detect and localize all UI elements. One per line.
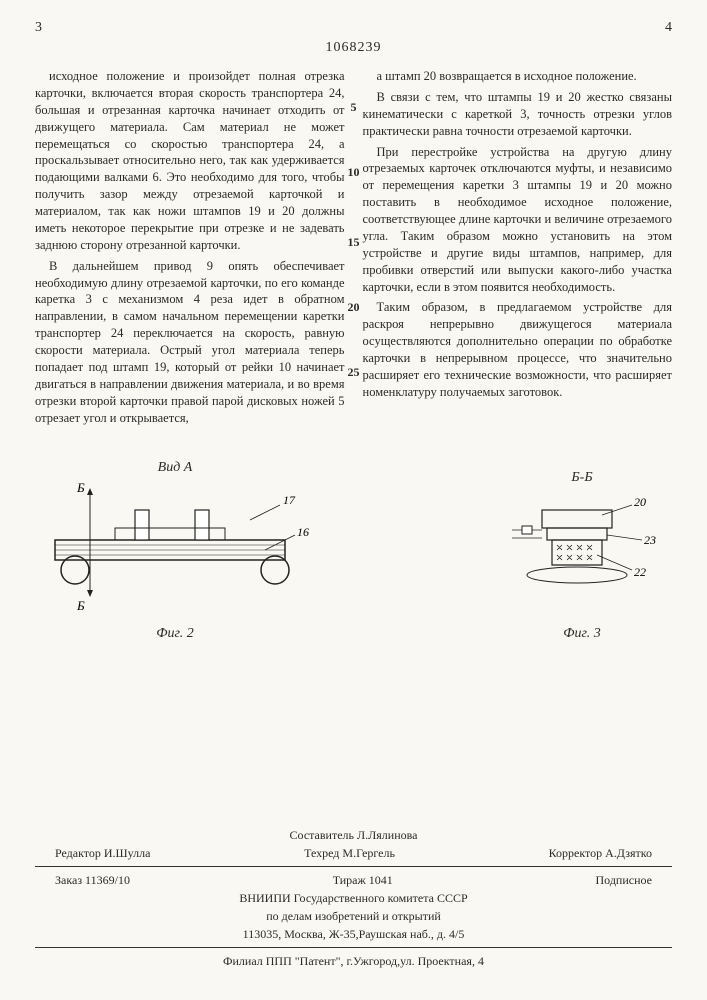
line-marker-25: 25 [348,365,360,380]
fig2-ref-16: 16 [297,525,309,539]
fig2-ref-17: 17 [283,493,296,507]
col1-p1: исходное положение и произойдет полная о… [35,68,345,254]
fig3-ref-20: 20 [634,495,646,509]
column-left: исходное положение и произойдет полная о… [35,68,345,430]
imprint-block: Составитель Л.Лялинова Редактор И.Шулла … [35,826,672,970]
subscription: Подписное [596,871,653,889]
col2-p3: При перестройке устройства на другую дли… [363,144,673,296]
figure-3: Б-Б 20 23 22 Фиг. 3 [492,470,672,642]
page-right: 4 [665,20,672,36]
fig2-label: Фиг. 2 [35,626,315,642]
fig3-label: Фиг. 3 [492,626,672,642]
branch-line: Филиал ППП "Патент", г.Ужгород,ул. Проек… [35,952,672,970]
page-left: 3 [35,20,42,36]
fig3-ref-22: 22 [634,565,646,579]
corrector: Корректор А.Дзятко [549,844,652,862]
figures-row: Вид А Б Б 17 16 Фиг. 2 [35,460,672,642]
fig2-drawing: Б Б 17 16 [35,480,315,620]
fig3-section-label: Б-Б [492,470,672,486]
tech-editor: Техред М.Гергель [304,844,395,862]
address-1: 113035, Москва, Ж-35,Раушская наб., д. 4… [35,925,672,943]
figure-2: Вид А Б Б 17 16 Фиг. 2 [35,460,315,642]
line-marker-5: 5 [351,100,357,115]
col2-p1: а штамп 20 возвращается в исходное полож… [363,68,673,85]
fig3-drawing: 20 23 22 [492,490,672,620]
document-number: 1068239 [35,40,672,56]
line-marker-15: 15 [348,235,360,250]
tirazh: Тираж 1041 [333,871,393,889]
compiler-line: Составитель Л.Лялинова [35,826,672,844]
line-marker-20: 20 [348,300,360,315]
col2-p2: В связи с тем, что штампы 19 и 20 жестко… [363,89,673,140]
column-right: а штамп 20 возвращается в исходное полож… [363,68,673,430]
order-number: Заказ 11369/10 [55,871,130,889]
col2-p4: Таким образом, в предлагаемом устройстве… [363,299,673,400]
fig2-sec-bottom: Б [76,598,85,613]
col1-p2: В дальнейшем привод 9 опять обеспечивает… [35,258,345,427]
fig2-view-label: Вид А [35,460,315,476]
line-marker-10: 10 [348,165,360,180]
editor: Редактор И.Шулла [55,844,150,862]
fig3-ref-23: 23 [644,533,656,547]
org-line-1: ВНИИПИ Государственного комитета СССР [35,889,672,907]
fig2-sec-top: Б [76,480,85,495]
org-line-2: по делам изобретений и открытий [35,907,672,925]
